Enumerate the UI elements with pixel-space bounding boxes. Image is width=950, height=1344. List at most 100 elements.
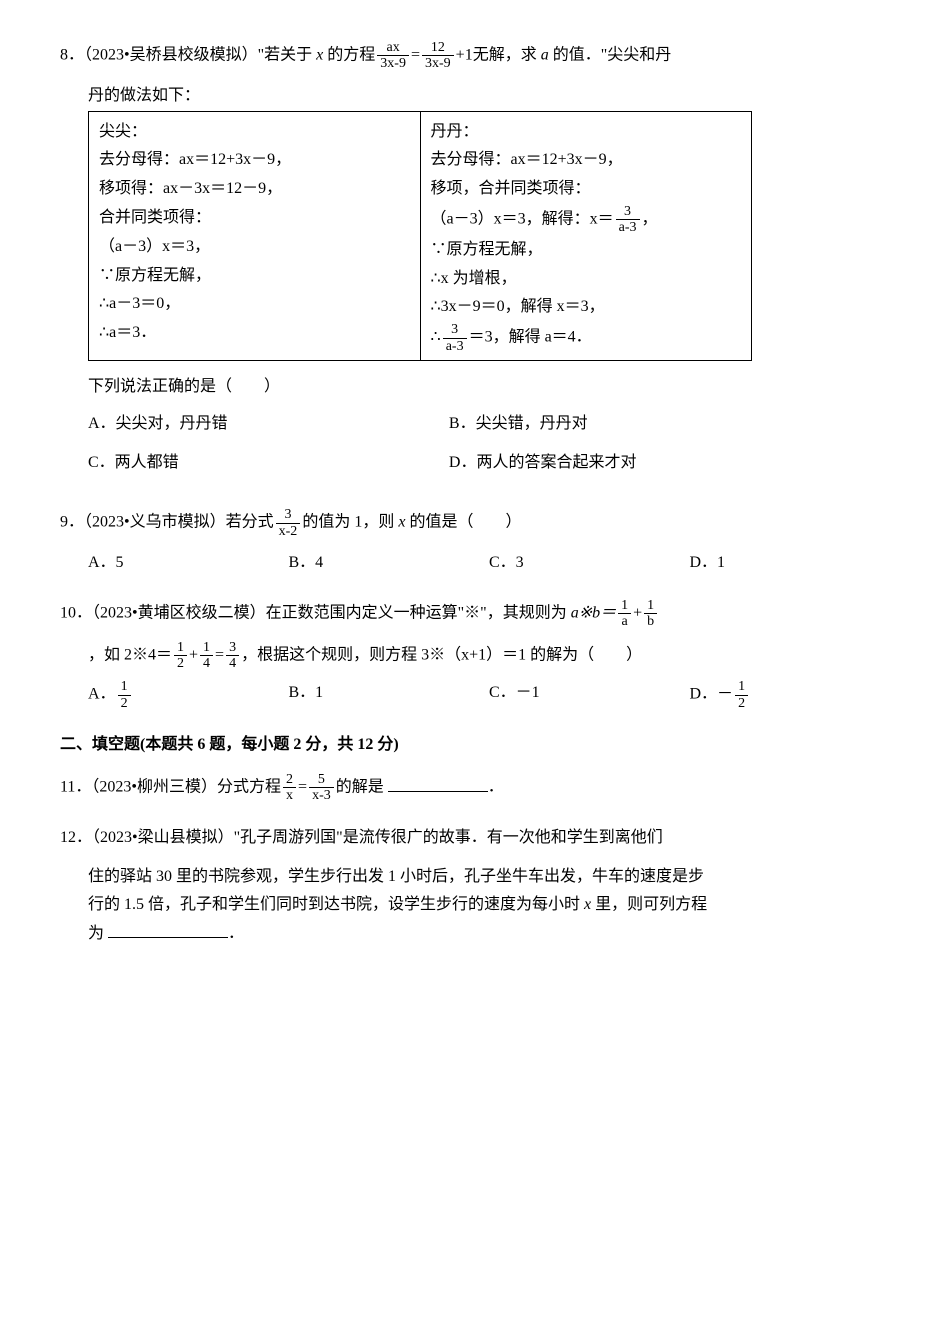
q10-ex-eq: = (215, 646, 224, 663)
q8-ask: 下列说法正确的是（ ） (60, 373, 890, 402)
q10-number: 10． (60, 604, 92, 621)
q8-right-l3: （a－3）x＝3，解得：x＝3a-3， (431, 204, 742, 236)
q8-optB: B．尖尖错，丹丹对 (449, 410, 810, 439)
q10-rule-f1: 1a (618, 598, 631, 630)
q9-frac: 3x-2 (276, 507, 301, 539)
q10-ex-f2: 14 (200, 640, 213, 672)
q10-stem: 10．（2023•黄埔区校级二模）在正数范围内定义一种运算"※"，其规则为 a※… (60, 598, 890, 630)
q8-right-l5: ∴x 为增根， (431, 265, 742, 294)
q10-optC: C．－1 (489, 679, 690, 711)
q10-stem-pre: 在正数范围内定义一种运算"※"，其规则为 (266, 604, 567, 621)
q8-stem-pre: "若关于 (258, 47, 313, 64)
q9-number: 9． (60, 514, 84, 531)
q12-line2: 住的驿站 30 里的书院参观，学生步行出发 1 小时后，孔子坐牛车出发，牛车的速… (60, 863, 890, 892)
q8-optD: D．两人的答案合起来才对 (449, 449, 810, 478)
q8-right-l2: 移项，合并同类项得： (431, 175, 742, 204)
q8-left-l6: ∴a－3＝0， (99, 290, 410, 319)
q8-number: 8． (60, 47, 84, 64)
q10-optB: B．1 (289, 679, 490, 711)
q8-frac1: ax3x-9 (377, 40, 409, 72)
q8-stem-end: 的值．"尖尖和丹 (553, 47, 672, 64)
q10-line2: ，如 2※4＝12+14=34，根据这个规则，则方程 3※（x+1）＝1 的解为… (60, 640, 890, 672)
q8-source: （2023•吴桥县校级模拟） (84, 47, 258, 64)
q8-right-title: 丹丹： (431, 118, 742, 147)
question-8: 8．（2023•吴桥县校级模拟）"若关于 x 的方程ax3x-9=123x-9+… (60, 40, 890, 487)
q10-options: A．12 B．1 C．－1 D．－12 (60, 679, 890, 711)
q9-optA: A．5 (88, 549, 289, 578)
q10-source: （2023•黄埔区校级二模） (92, 604, 266, 621)
q8-left-l3: 合并同类项得： (99, 204, 410, 233)
q11-stem: 11．（2023•柳州三模）分式方程2x=5x-3的解是 ． (60, 772, 890, 804)
q12-line3: 行的 1.5 倍，孔子和学生们同时到达书院，设学生步行的速度为每小时 x 里，则… (60, 891, 890, 920)
q8-stem-post: 无解，求 (473, 47, 537, 64)
q12-line4: 为 ． (60, 920, 890, 949)
q8-right-frac1: 3a-3 (616, 204, 640, 236)
q8-right-l4: ∵原方程无解， (431, 236, 742, 265)
q8-plus1: +1 (456, 47, 473, 64)
q11-f2: 5x-3 (309, 772, 334, 804)
q8-left-title: 尖尖： (99, 118, 410, 147)
q8-stem-line2: 丹的做法如下： (60, 82, 890, 111)
q10-ex-plus: + (189, 646, 198, 663)
q10-rule-f2: 1b (644, 598, 657, 630)
section2-title: 二、填空题(本题共 6 题，每小题 2 分，共 12 分) (60, 731, 890, 760)
q8-left-l1: 去分母得：ax＝12+3x－9， (99, 146, 410, 175)
q8-stem: 8．（2023•吴桥县校级模拟）"若关于 x 的方程ax3x-9=123x-9+… (60, 40, 890, 72)
q12-number: 12． (60, 829, 92, 846)
q8-left-cell: 尖尖： 去分母得：ax＝12+3x－9， 移项得：ax－3x＝12－9， 合并同… (89, 111, 421, 360)
q10-optA: A．12 (88, 679, 289, 711)
q10-rule-lhs: a※b＝ (571, 604, 616, 621)
q12-var: x (584, 896, 591, 913)
q8-var-x: x (316, 47, 323, 64)
q9-optB: B．4 (289, 549, 490, 578)
q8-left-l4: （a－3）x＝3， (99, 233, 410, 262)
question-11: 11．（2023•柳州三模）分式方程2x=5x-3的解是 ． (60, 772, 890, 804)
q8-left-l7: ∴a＝3． (99, 319, 410, 348)
q8-right-cell: 丹丹： 去分母得：ax＝12+3x－9， 移项，合并同类项得： （a－3）x＝3… (420, 111, 752, 360)
q10-line2-post: ，根据这个规则，则方程 3※（x+1）＝1 的解为（ ） (241, 646, 642, 663)
q11-stem-pre: 分式方程 (217, 779, 281, 796)
q8-stem-mid: 的方程 (327, 47, 375, 64)
q10-line2-pre: ，如 2※4＝ (88, 646, 172, 663)
q9-var: x (398, 514, 405, 531)
q8-right-l7: ∴3a-3＝3，解得 a＝4． (431, 322, 742, 354)
q11-blank (388, 776, 488, 792)
q9-source: （2023•义乌市模拟） (84, 514, 226, 531)
q9-stem-pre: 若分式 (226, 514, 274, 531)
q11-period: ． (488, 779, 504, 796)
q8-right-l1: 去分母得：ax＝12+3x－9， (431, 146, 742, 175)
q8-solution-table: 尖尖： 去分母得：ax＝12+3x－9， 移项得：ax－3x＝12－9， 合并同… (88, 111, 752, 361)
q10-ex-f1: 12 (174, 640, 187, 672)
question-10: 10．（2023•黄埔区校级二模）在正数范围内定义一种运算"※"，其规则为 a※… (60, 598, 890, 711)
q11-number: 11． (60, 779, 91, 796)
q12-l1: "孔子周游列国"是流传很广的故事．有一次他和学生到离他们 (234, 829, 663, 846)
q8-left-l5: ∵原方程无解， (99, 262, 410, 291)
q8-right-frac2: 3a-3 (443, 322, 467, 354)
q8-left-l2: 移项得：ax－3x＝12－9， (99, 175, 410, 204)
q9-optD: D．1 (690, 549, 891, 578)
q9-stem: 9．（2023•义乌市模拟）若分式3x-2的值为 1，则 x 的值是（ ） (60, 507, 890, 539)
q8-var-a: a (541, 47, 549, 64)
q11-eq: = (298, 779, 307, 796)
q12-blank (108, 922, 228, 938)
q8-optC: C．两人都错 (88, 449, 449, 478)
q9-stem-post: 的值为 1，则 (302, 514, 394, 531)
q10-optD: D．－12 (690, 679, 891, 711)
q8-frac2: 123x-9 (422, 40, 454, 72)
q12-line1: 12．（2023•梁山县模拟）"孔子周游列国"是流传很广的故事．有一次他和学生到… (60, 824, 890, 853)
q10-rule-plus: + (633, 604, 642, 621)
q9-options: A．5 B．4 C．3 D．1 (60, 549, 890, 578)
q11-source: （2023•柳州三模） (91, 779, 217, 796)
question-9: 9．（2023•义乌市模拟）若分式3x-2的值为 1，则 x 的值是（ ） A．… (60, 507, 890, 578)
question-12: 12．（2023•梁山县模拟）"孔子周游列国"是流传很广的故事．有一次他和学生到… (60, 824, 890, 949)
q8-right-l6: ∴3x－9＝0，解得 x＝3， (431, 293, 742, 322)
q11-stem-post: 的解是 (336, 779, 384, 796)
q8-eq: = (411, 47, 420, 64)
q10-ex-f3: 34 (226, 640, 239, 672)
q12-source: （2023•梁山县模拟） (92, 829, 234, 846)
q11-f1: 2x (283, 772, 296, 804)
q9-optC: C．3 (489, 549, 690, 578)
q8-options: A．尖尖对，丹丹错 B．尖尖错，丹丹对 C．两人都错 D．两人的答案合起来才对 (60, 410, 890, 488)
q9-stem-end: 的值是（ ） (409, 514, 521, 531)
q8-optA: A．尖尖对，丹丹错 (88, 410, 449, 439)
